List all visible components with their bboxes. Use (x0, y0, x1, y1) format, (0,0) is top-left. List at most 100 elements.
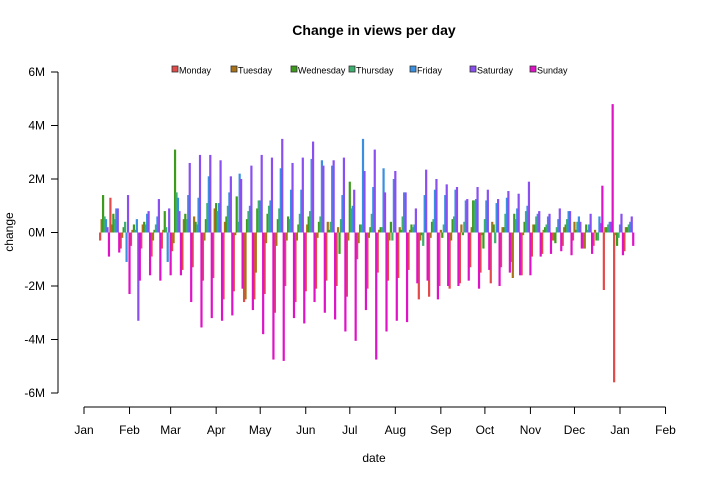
bar-thursday (288, 219, 291, 233)
bar-tuesday (563, 227, 566, 233)
bar-saturday (466, 199, 469, 233)
bar-thursday (411, 227, 415, 233)
bar-monday (397, 232, 400, 278)
bar-wednesday (533, 224, 536, 233)
bar-sunday (148, 232, 152, 276)
bar-friday (289, 189, 293, 233)
bar-wednesday (482, 232, 485, 249)
bar-tuesday (275, 232, 278, 246)
bar-wednesday (358, 224, 362, 233)
bar-friday (156, 216, 159, 233)
bar-monday (242, 232, 246, 303)
bar-sunday (107, 232, 111, 257)
legend-item-tuesday: Tuesday (230, 66, 273, 76)
bar-saturday (342, 157, 346, 233)
legend-item-thursday: Thursday (348, 66, 394, 76)
bar-friday (629, 221, 632, 233)
y-tick-label: 4M (28, 119, 45, 133)
bar-friday (444, 195, 447, 233)
bar-saturday (599, 223, 603, 233)
bar-saturday (414, 208, 417, 233)
bar-monday (438, 232, 441, 286)
bar-sunday (621, 232, 625, 256)
bar-monday (499, 232, 503, 268)
bar-thursday (596, 232, 600, 241)
bar-tuesday (573, 221, 576, 233)
bar-tuesday (419, 232, 422, 241)
bar-wednesday (430, 221, 434, 233)
bar-wednesday (389, 221, 393, 233)
bar-sunday (220, 232, 224, 321)
bar-sunday (159, 232, 162, 281)
bar-monday (592, 232, 595, 246)
bar-saturday (486, 189, 489, 233)
bar-tuesday (182, 219, 185, 233)
bar-wednesday (338, 232, 341, 254)
bar-saturday (281, 138, 284, 233)
bar-tuesday (254, 232, 257, 273)
bar-thursday (103, 216, 106, 233)
legend-item-sunday: Sunday (529, 66, 568, 76)
bar-saturday (270, 157, 274, 233)
x-tick-label: Oct (476, 423, 495, 437)
bar-wednesday (441, 232, 444, 238)
bar-monday (150, 232, 153, 257)
bar-friday (238, 173, 241, 233)
bar-friday (454, 189, 457, 233)
bar-friday (115, 208, 118, 233)
bar-sunday (539, 232, 542, 257)
bar-saturday (240, 179, 243, 233)
bar-monday (407, 232, 410, 270)
bar-thursday (175, 192, 178, 233)
bar-monday (458, 232, 462, 284)
bar-thursday (473, 200, 476, 233)
bar-friday (300, 189, 303, 233)
bar-saturday (229, 176, 232, 233)
bar-thursday (494, 232, 497, 244)
bar-friday (176, 197, 180, 233)
bar-saturday (435, 179, 438, 233)
bar-monday (551, 232, 554, 241)
bar-wednesday (615, 232, 619, 246)
bar-thursday (463, 221, 466, 233)
bar-tuesday (470, 227, 473, 233)
bar-wednesday (605, 227, 608, 233)
bar-monday (201, 232, 205, 281)
bar-monday (222, 232, 225, 300)
bar-sunday (190, 232, 193, 303)
x-axis-label: date (362, 451, 386, 465)
bar-sunday (580, 232, 583, 249)
bar-tuesday (131, 229, 134, 233)
bar-thursday (298, 213, 301, 233)
bar-saturday (538, 211, 541, 233)
bar-monday (469, 232, 472, 268)
bar-friday (197, 197, 200, 233)
bar-wednesday (420, 232, 423, 236)
bar-tuesday (439, 229, 442, 233)
bar-sunday (303, 232, 306, 324)
bar-saturday (527, 181, 531, 233)
bar-thursday (247, 211, 250, 233)
bar-sunday (395, 232, 398, 321)
bar-thursday (185, 219, 188, 233)
bar-sunday (519, 232, 522, 276)
bar-thursday (370, 213, 373, 233)
bar-wednesday (564, 224, 567, 233)
bar-tuesday (244, 232, 247, 300)
bar-thursday (216, 211, 219, 233)
bar-saturday (147, 211, 150, 233)
bar-thursday (535, 216, 538, 233)
bar-monday (294, 232, 297, 303)
bar-saturday (455, 187, 459, 233)
bar-saturday (497, 199, 500, 233)
bar-sunday (632, 232, 635, 246)
x-tick-label: Dec (564, 423, 585, 437)
bar-friday (135, 219, 138, 233)
legend-item-friday: Friday (409, 66, 443, 76)
bar-sunday (231, 232, 234, 316)
bar-wednesday (307, 216, 310, 233)
bar-tuesday (501, 227, 504, 233)
bar-wednesday (276, 219, 279, 233)
y-tick-label: -4M (24, 333, 45, 347)
bar-friday (187, 195, 190, 233)
